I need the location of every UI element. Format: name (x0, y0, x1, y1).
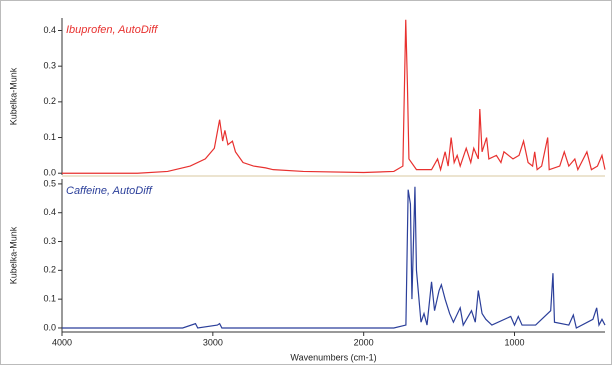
x-tick-label: 1000 (504, 337, 524, 347)
y-tick-label: 0.5 (43, 178, 56, 188)
spectrum-line (62, 186, 606, 329)
y-tick-label: 0.0 (43, 168, 56, 178)
x-tick-label: 2000 (354, 337, 374, 347)
spectrum-line (62, 19, 606, 174)
y-axis-label: Kubelka-Munk (8, 226, 18, 284)
y-tick-label: 0.2 (43, 265, 56, 275)
legend-label: Ibuprofen, AutoDiff (66, 24, 158, 36)
y-tick-label: 0.4 (43, 207, 56, 217)
y-tick-label: 0.3 (43, 236, 56, 246)
y-tick-label: 0.2 (43, 96, 56, 106)
y-tick-label: 0.1 (43, 294, 56, 304)
y-tick-label: 0.4 (43, 25, 56, 35)
y-axis-label: Kubelka-Munk (8, 67, 18, 125)
y-tick-label: 0.3 (43, 61, 56, 71)
legend-label: Caffeine, AutoDiff (66, 185, 153, 197)
x-tick-label: 4000 (52, 337, 72, 347)
x-tick-label: 3000 (203, 337, 223, 347)
y-tick-label: 0.1 (43, 132, 56, 142)
x-axis-label: Wavenumbers (cm-1) (290, 352, 376, 362)
y-tick-label: 0.0 (43, 322, 56, 332)
